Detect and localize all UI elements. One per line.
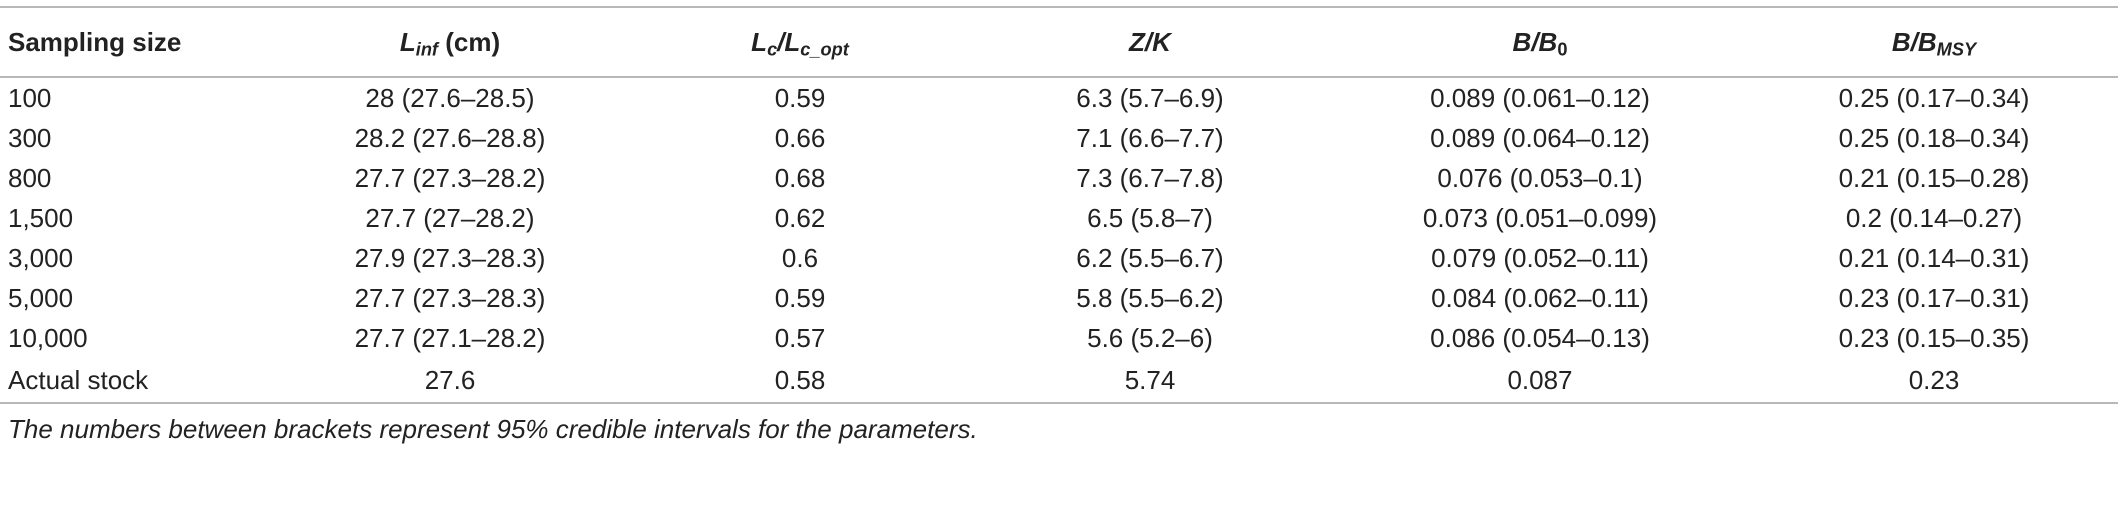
header-bmsy-main: B/B (1891, 26, 1937, 57)
cell-lc-lcopt: 0.62 (774, 203, 826, 233)
cell-sampling-size: 10,000 (8, 323, 88, 353)
header-linf-sub: inf (415, 39, 438, 60)
cell-linf: 27.7 (27.3–28.2) (354, 163, 546, 193)
table-header-row: Sampling size Linf (cm) Lc/Lc_opt Z/K B/… (0, 7, 2118, 77)
cell-linf: 28 (27.6–28.5) (365, 83, 535, 113)
header-lc-lcopt: Lc/Lc_opt (630, 7, 970, 77)
cell-b-b0: 0.086 (0.054–0.13) (1430, 323, 1650, 353)
cell-zk: 7.1 (6.6–7.7) (1076, 123, 1224, 153)
table-row: 10,000 27.7 (27.1–28.2) 0.57 5.6 (5.2–6)… (0, 318, 2118, 358)
cell-zk: 5.74 (1124, 365, 1176, 395)
cell-b-bmsy: 0.21 (0.14–0.31) (1838, 243, 2030, 273)
cell-lc-lcopt: 0.68 (774, 163, 826, 193)
cell-b-bmsy: 0.21 (0.15–0.28) (1838, 163, 2030, 193)
cell-zk: 5.8 (5.5–6.2) (1076, 283, 1224, 313)
cell-b-b0: 0.087 (1507, 365, 1573, 395)
cell-sampling-size: 5,000 (8, 283, 74, 313)
cell-lc-lcopt: 0.58 (774, 365, 826, 395)
cell-b-b0: 0.084 (0.062–0.11) (1431, 283, 1649, 313)
header-sampling-size: Sampling size (8, 26, 182, 57)
cell-lc-lcopt: 0.66 (774, 123, 826, 153)
cell-linf: 27.7 (27.3–28.3) (354, 283, 546, 313)
cell-lc-lcopt: 0.59 (774, 83, 826, 113)
header-lc-sub: c (767, 39, 778, 60)
cell-sampling-size: 100 (8, 83, 52, 113)
cell-zk: 6.3 (5.7–6.9) (1076, 83, 1224, 113)
table-row: Actual stock 27.6 0.58 5.74 0.087 0.23 (0, 358, 2118, 403)
cell-b-b0: 0.076 (0.053–0.1) (1437, 163, 1643, 193)
cell-lc-lcopt: 0.6 (781, 243, 819, 273)
results-table: Sampling size Linf (cm) Lc/Lc_opt Z/K B/… (0, 6, 2118, 404)
cell-linf: 27.7 (27–28.2) (365, 203, 535, 233)
cell-b-bmsy: 0.2 (0.14–0.27) (1845, 203, 2023, 233)
cell-sampling-size: Actual stock (8, 365, 149, 395)
table-body: 100 28 (27.6–28.5) 0.59 6.3 (5.7–6.9) 0.… (0, 77, 2118, 403)
table-row: 100 28 (27.6–28.5) 0.59 6.3 (5.7–6.9) 0.… (0, 77, 2118, 118)
cell-sampling-size: 800 (8, 163, 52, 193)
cell-zk: 6.5 (5.8–7) (1087, 203, 1213, 233)
header-b-bmsy: B/BMSY (1750, 7, 2118, 77)
cell-b-bmsy: 0.25 (0.17–0.34) (1838, 83, 2030, 113)
cell-b-bmsy: 0.25 (0.18–0.34) (1838, 123, 2030, 153)
header-lc-main: L (751, 26, 768, 57)
cell-sampling-size: 1,500 (8, 203, 74, 233)
cell-linf: 28.2 (27.6–28.8) (354, 123, 546, 153)
header-lc-slash: /L (777, 26, 801, 57)
results-table-container: Sampling size Linf (cm) Lc/Lc_opt Z/K B/… (0, 6, 2118, 444)
header-b-b0: B/B0 (1330, 7, 1750, 77)
cell-zk: 6.2 (5.5–6.7) (1076, 243, 1224, 273)
cell-zk: 7.3 (6.7–7.8) (1076, 163, 1224, 193)
header-bb0-sub: 0 (1557, 39, 1568, 60)
cell-b-b0: 0.089 (0.064–0.12) (1430, 123, 1650, 153)
cell-b-bmsy: 0.23 (0.17–0.31) (1838, 283, 2030, 313)
cell-sampling-size: 3,000 (8, 243, 74, 273)
cell-b-b0: 0.073 (0.051–0.099) (1422, 203, 1658, 233)
cell-sampling-size: 300 (8, 123, 52, 153)
table-row: 800 27.7 (27.3–28.2) 0.68 7.3 (6.7–7.8) … (0, 158, 2118, 198)
table-row: 5,000 27.7 (27.3–28.3) 0.59 5.8 (5.5–6.2… (0, 278, 2118, 318)
cell-b-b0: 0.079 (0.052–0.11) (1431, 243, 1649, 273)
header-linf-unit: (cm) (438, 26, 501, 57)
table-row: 300 28.2 (27.6–28.8) 0.66 7.1 (6.6–7.7) … (0, 118, 2118, 158)
header-linf-main: L (399, 26, 416, 57)
cell-lc-lcopt: 0.59 (774, 283, 826, 313)
header-zk: Z/K (970, 7, 1330, 77)
header-zk-label: Z/K (1129, 26, 1171, 57)
header-bb0-main: B/B (1512, 26, 1558, 57)
cell-b-b0: 0.089 (0.061–0.12) (1430, 83, 1650, 113)
cell-b-bmsy: 0.23 (0.15–0.35) (1838, 323, 2030, 353)
cell-zk: 5.6 (5.2–6) (1087, 323, 1213, 353)
cell-lc-lcopt: 0.57 (774, 323, 826, 353)
table-row: 3,000 27.9 (27.3–28.3) 0.6 6.2 (5.5–6.7)… (0, 238, 2118, 278)
cell-linf: 27.6 (424, 365, 476, 395)
header-linf: Linf (cm) (270, 7, 630, 77)
table-row: 1,500 27.7 (27–28.2) 0.62 6.5 (5.8–7) 0.… (0, 198, 2118, 238)
header-bmsy-sub: MSY (1936, 39, 1977, 60)
cell-linf: 27.9 (27.3–28.3) (354, 243, 546, 273)
cell-linf: 27.7 (27.1–28.2) (354, 323, 546, 353)
cell-b-bmsy: 0.23 (1908, 365, 1960, 395)
header-lc-opt-sub: c_opt (800, 39, 849, 60)
table-footnote: The numbers between brackets represent 9… (8, 414, 978, 444)
